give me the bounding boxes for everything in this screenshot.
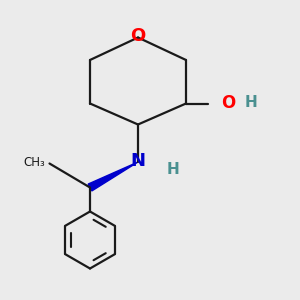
Text: O: O xyxy=(221,94,235,112)
Polygon shape xyxy=(88,162,138,191)
Text: H: H xyxy=(244,95,257,110)
Text: CH₃: CH₃ xyxy=(23,156,45,170)
Text: O: O xyxy=(130,27,146,45)
Text: N: N xyxy=(130,152,146,170)
Text: H: H xyxy=(166,162,179,177)
